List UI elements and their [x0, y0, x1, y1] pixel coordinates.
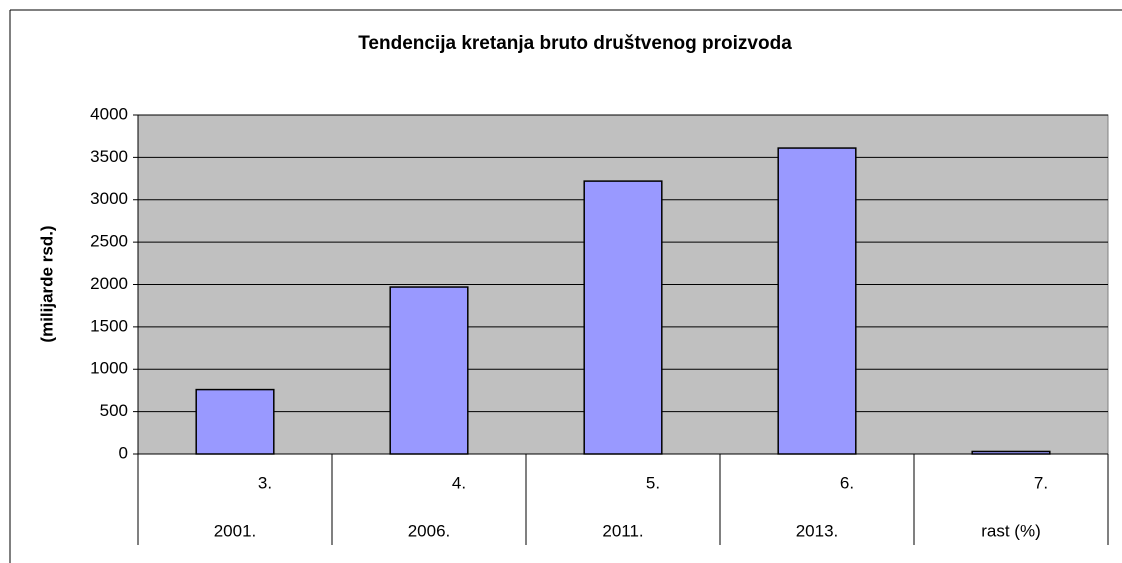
- x-tick-label: 2011.: [602, 521, 643, 540]
- y-tick-label: 0: [119, 443, 128, 462]
- bar: [583, 180, 663, 455]
- x-tick-label: rast (%): [981, 521, 1041, 540]
- y-tick-label: 3500: [90, 147, 128, 166]
- bar: [195, 388, 275, 455]
- bar: [389, 286, 469, 455]
- y-tick-label: 4000: [90, 104, 128, 123]
- x-tick-code: 6.: [840, 473, 854, 492]
- x-tick-code: 5.: [646, 473, 660, 492]
- x-tick-label: 2001.: [214, 521, 257, 540]
- chart-title: Tendencija kretanja bruto društvenog pro…: [358, 33, 792, 54]
- y-tick-label: 1000: [90, 359, 128, 378]
- x-tick-code: 7.: [1034, 473, 1048, 492]
- y-tick-label: 3000: [90, 189, 128, 208]
- x-tick-label: 2006.: [408, 521, 451, 540]
- y-tick-label: 2000: [90, 274, 128, 293]
- y-tick-label: 500: [100, 401, 128, 420]
- y-tick-label: 1500: [90, 316, 128, 335]
- y-axis-label: (milijarde rsd.): [37, 225, 56, 342]
- y-tick-label: 2500: [90, 232, 128, 251]
- x-tick-code: 4.: [452, 473, 466, 492]
- x-tick-code: 3.: [258, 473, 272, 492]
- bar: [777, 147, 857, 455]
- x-tick-label: 2013.: [796, 521, 839, 540]
